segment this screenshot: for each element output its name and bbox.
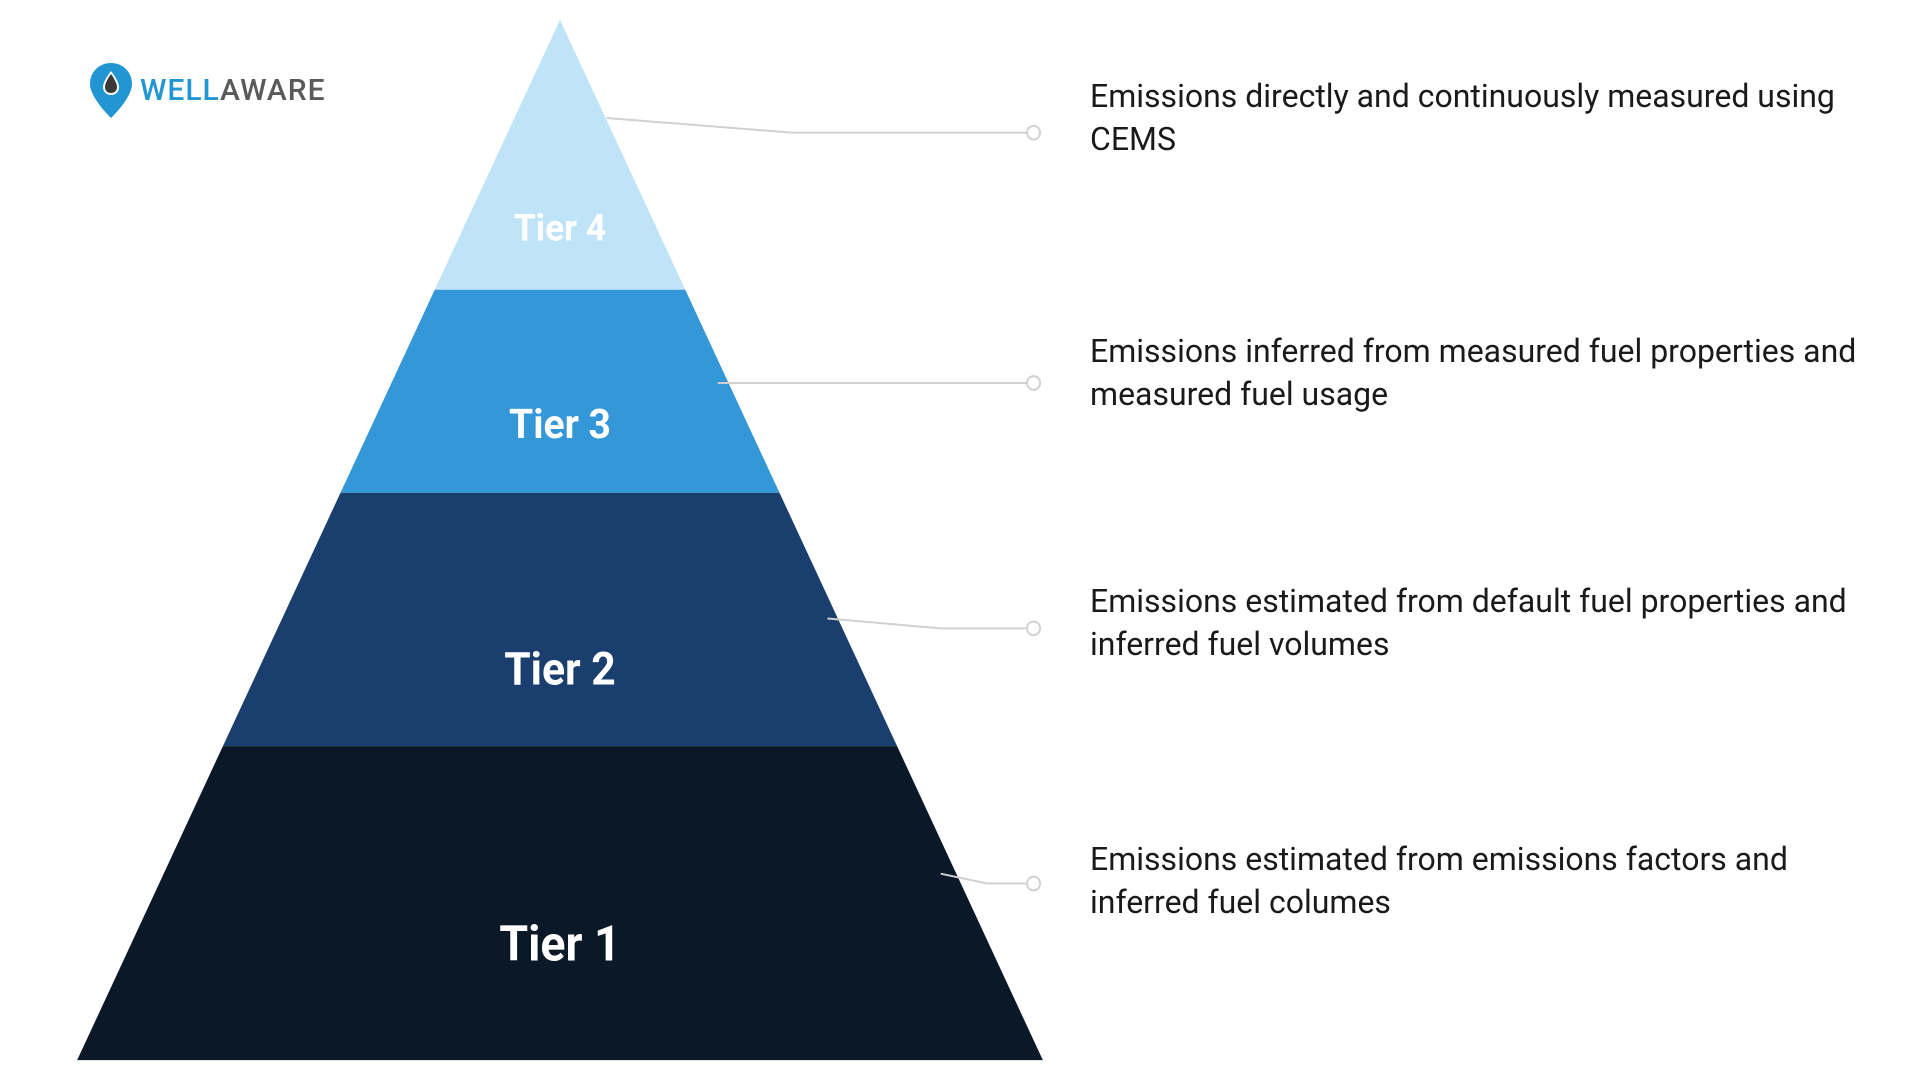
tier3-description: Emissions inferred from measured fuel pr… [1090,330,1870,416]
tier-pyramid: Tier 4 Tier 3 Tier 2 Tier 1 [40,10,1080,1070]
pyramid-label-tier2: Tier 2 [504,642,616,695]
tier2-description: Emissions estimated from default fuel pr… [1090,580,1870,666]
pyramid-label-tier1: Tier 1 [499,915,620,973]
pyramid-level-tier2 [223,493,897,746]
pyramid-label-tier3: Tier 3 [509,400,611,448]
pyramid-level-tier3 [340,290,779,493]
tier4-description: Emissions directly and continuously meas… [1090,75,1870,161]
connector-tier4 [606,118,1040,140]
tier-descriptions: Emissions directly and continuously meas… [1090,0,1870,1080]
pyramid-label-tier4: Tier 4 [514,206,606,250]
connector-tier3 [718,376,1040,390]
connector-tier2 [827,619,1040,636]
tier1-description: Emissions estimated from emissions facto… [1090,838,1870,924]
pyramid-level-tier1 [77,746,1043,1060]
